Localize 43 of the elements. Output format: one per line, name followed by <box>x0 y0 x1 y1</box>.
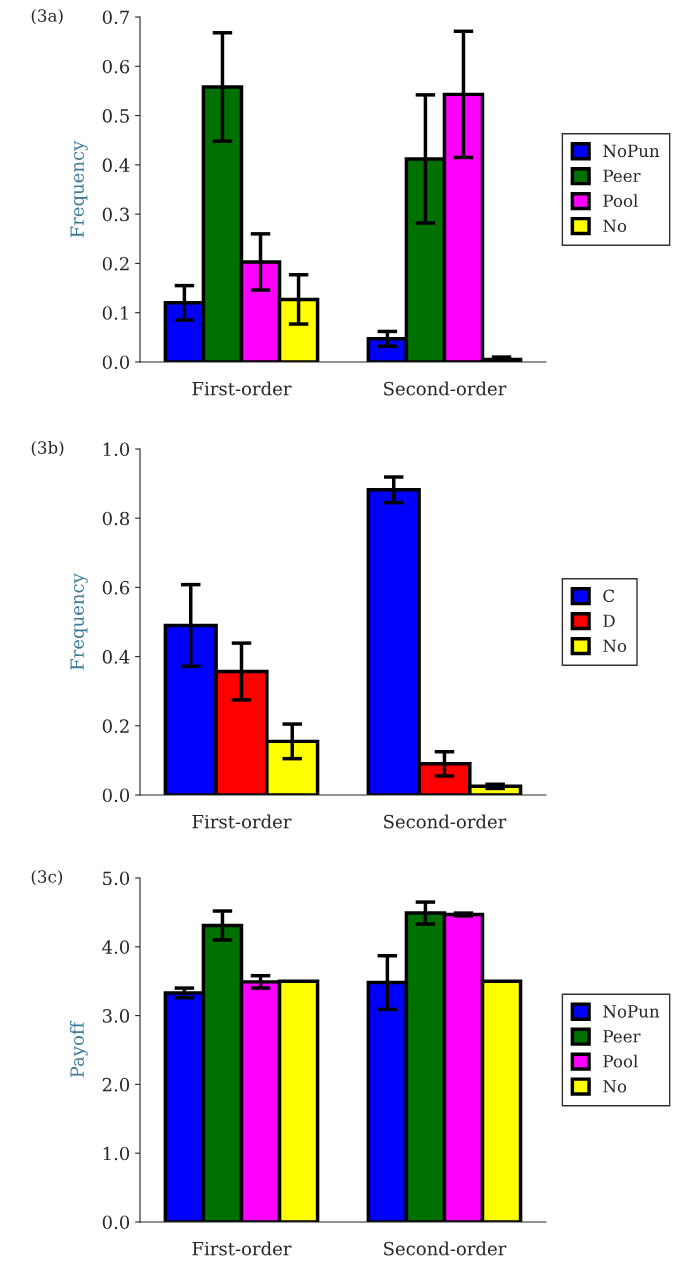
y-tick-label: 0.2 <box>102 256 129 271</box>
legend-label: NoPun <box>603 1005 660 1018</box>
legend-label: Pool <box>603 194 638 208</box>
y-tick-label: 2.0 <box>102 1077 130 1092</box>
y-tick-label: 0.0 <box>102 1215 130 1230</box>
y-tick-label: 0.3 <box>102 207 129 222</box>
y-axis-title: Frequency <box>70 140 88 238</box>
legend-label: No <box>603 639 627 653</box>
y-tick-label: 0.4 <box>102 158 130 172</box>
legend-label: Pool <box>603 1054 638 1068</box>
y-axis-title: Frequency <box>70 573 88 670</box>
chart-title: (3c) <box>31 869 63 886</box>
y-tick-label: 0.8 <box>102 511 130 526</box>
y-tick-label: 3.0 <box>102 1009 130 1023</box>
y-tick-label: 0.0 <box>102 355 130 370</box>
x-tick-label: Second-order <box>384 381 507 396</box>
y-tick-label: 5.0 <box>103 871 130 886</box>
y-tick-label: 4.0 <box>102 940 130 954</box>
legend-label: No <box>603 219 627 233</box>
legend-label: No <box>603 1080 627 1093</box>
y-axis-title: Payoff <box>69 1020 88 1078</box>
y-tick-label: 0.0 <box>102 788 130 803</box>
y-tick-label: 1.0 <box>103 442 130 457</box>
y-tick-label: 0.2 <box>102 719 129 733</box>
x-tick-label: Second-order <box>384 1241 507 1256</box>
x-tick-label: First-order <box>192 381 292 396</box>
x-tick-label: First-order <box>192 814 292 829</box>
y-tick-label: 1.0 <box>103 1146 130 1161</box>
legend-label: Peer <box>603 169 641 183</box>
chart-title: (3a) <box>31 8 63 25</box>
legend-label: D <box>603 614 615 627</box>
y-tick-label: 0.4 <box>102 650 130 664</box>
y-tick-label: 0.6 <box>102 580 130 595</box>
x-tick-label: Second-order <box>384 814 507 829</box>
x-tick-label: First-order <box>192 1241 292 1256</box>
legend-label: C <box>603 589 615 603</box>
y-tick-label: 0.7 <box>102 10 129 25</box>
y-tick-label: 0.5 <box>102 109 129 123</box>
legend-label: Peer <box>603 1030 641 1043</box>
y-tick-label: 0.1 <box>102 306 128 320</box>
chart-title: (3b) <box>31 440 64 457</box>
legend-label: NoPun <box>603 144 660 158</box>
y-tick-label: 0.6 <box>102 59 130 74</box>
